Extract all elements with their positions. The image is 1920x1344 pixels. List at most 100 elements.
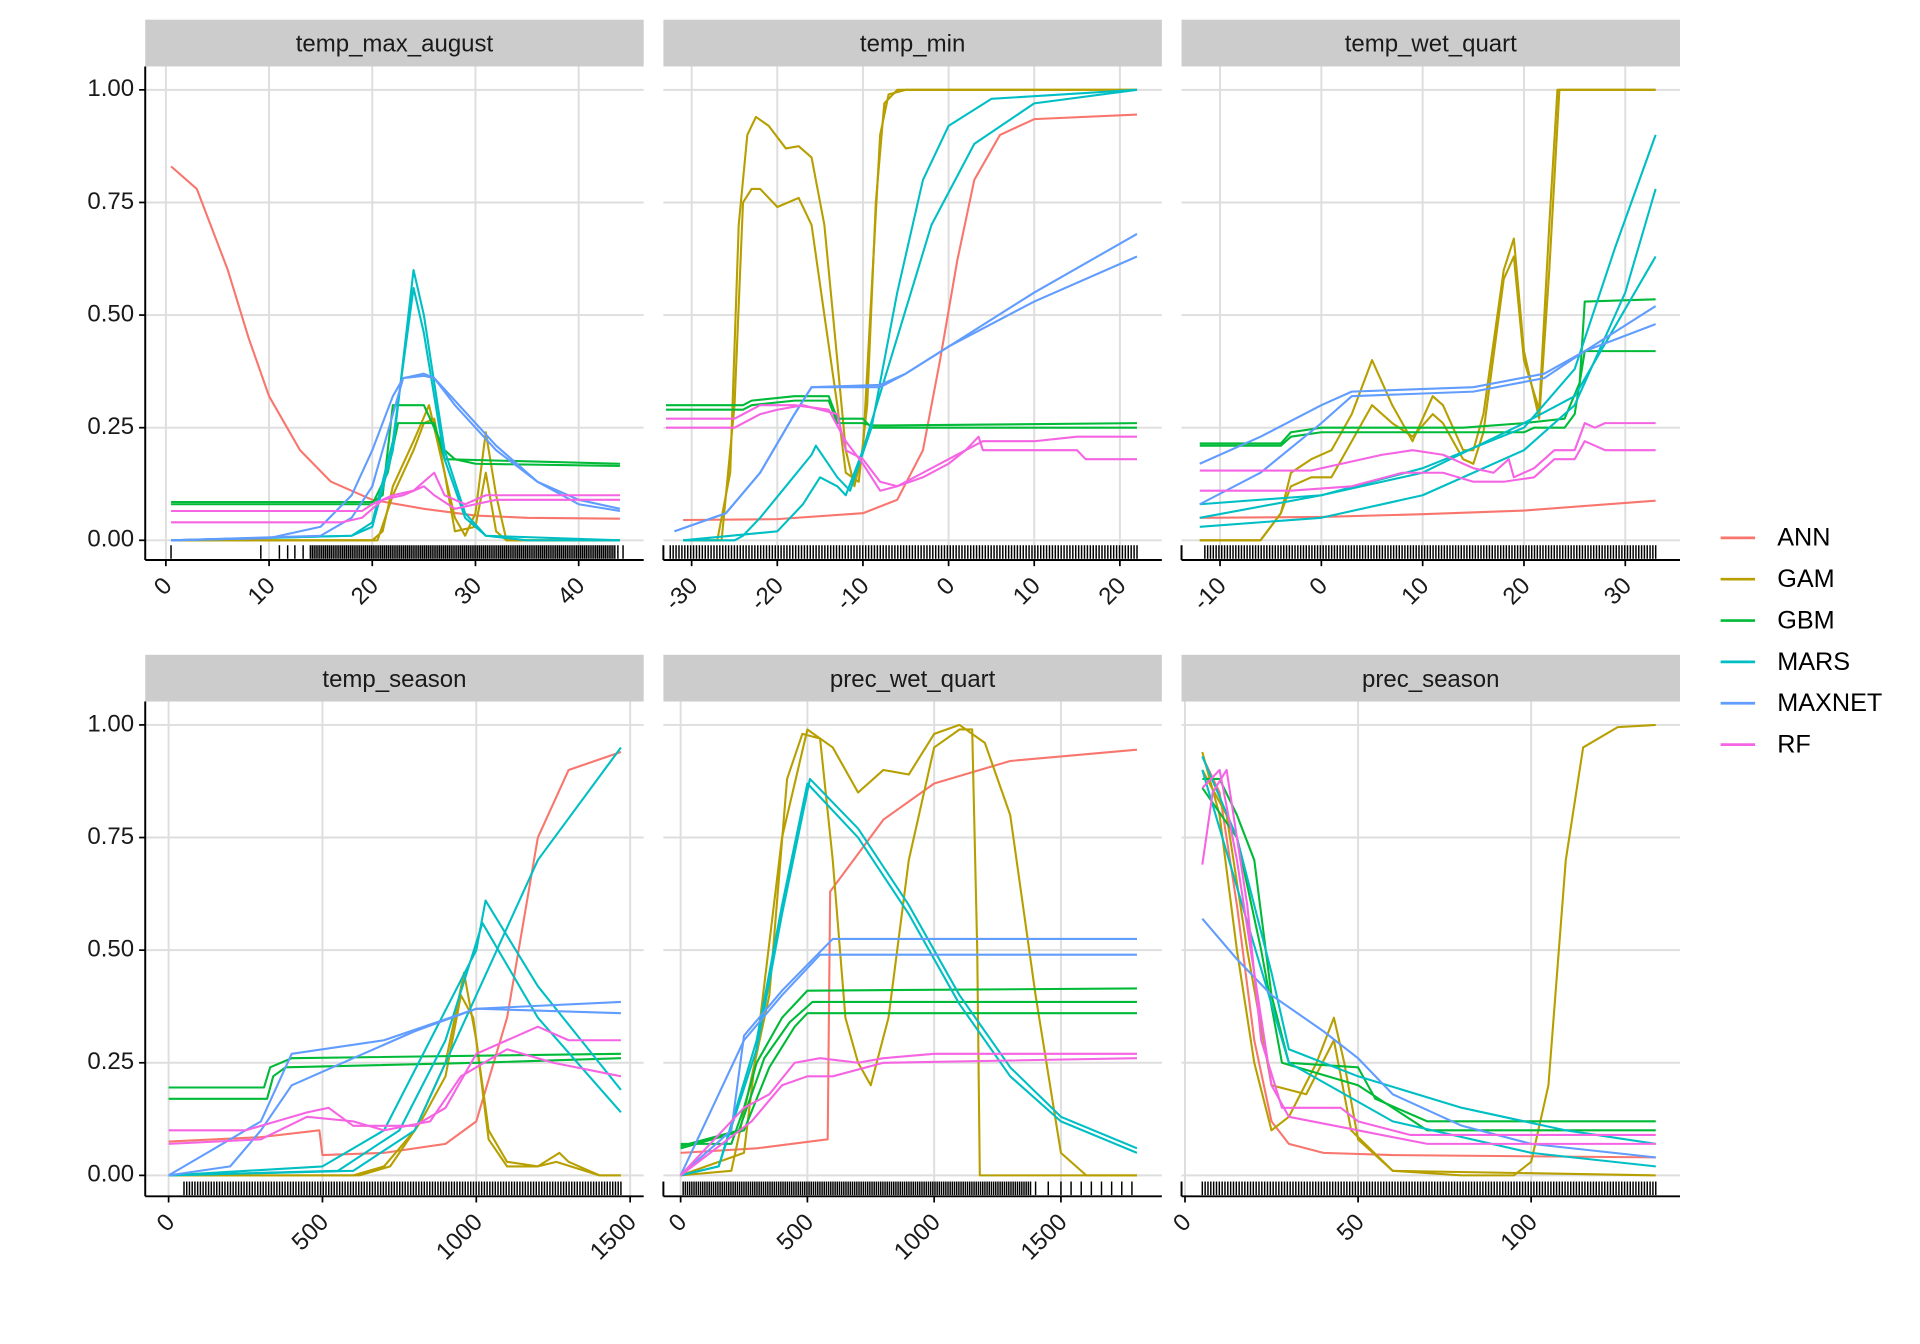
facet-title: prec_season: [1362, 666, 1499, 693]
curve-mars: [682, 88, 1138, 542]
curve-maxnet: [674, 255, 1138, 533]
x-tick-label: 40: [552, 572, 590, 610]
facet-title: temp_season: [322, 666, 466, 693]
facet-strip: [1181, 654, 1680, 702]
curve-gam: [683, 88, 1137, 542]
curve-mars: [168, 922, 622, 1177]
curve-gbm: [1199, 350, 1656, 447]
curve-gbm: [665, 395, 1137, 429]
panel-prec_wet_quart: prec_wet_quart 0 500 1000 1500: [662, 654, 1162, 1266]
legend: ANN GAM GBM MARS MAXNET RF: [1720, 524, 1882, 759]
curve-rf: [168, 1025, 621, 1132]
rug: [669, 545, 1138, 559]
curve-maxnet: [171, 374, 621, 542]
curve-mars: [1199, 255, 1657, 506]
curve-gam: [680, 728, 1137, 1177]
curve-gbm: [1202, 777, 1656, 1123]
curve-ann: [168, 751, 622, 1157]
curve-ann: [170, 165, 620, 520]
facet-strip: [663, 19, 1162, 67]
y-tick-label: 0.75: [87, 188, 134, 215]
facet-title: prec_wet_quart: [830, 666, 996, 693]
curve-gbm: [1199, 298, 1656, 445]
x-tick-label: -20: [745, 572, 789, 616]
legend-label: RF: [1777, 731, 1811, 759]
curve-maxnet: [679, 953, 1137, 1176]
facet-title: temp_min: [860, 31, 965, 58]
curve-maxnet: [679, 937, 1137, 1177]
x-tick-label: 20: [346, 572, 384, 610]
x-tick-label: 1000: [889, 1209, 946, 1266]
rug: [682, 1181, 1133, 1196]
panel-temp_season: temp_season 0.00 0.25 0.50 0.75 1.00 0 500 1000 1…: [87, 654, 644, 1266]
facet-strip: [1181, 19, 1680, 67]
legend-item-rf: RF: [1720, 731, 1811, 759]
legend-item-mars: MARS: [1720, 648, 1850, 676]
x-tick-label: 0: [149, 572, 178, 601]
curve-gam: [1199, 88, 1656, 542]
curve-ann: [1201, 755, 1656, 1159]
y-tick-label: 0.25: [87, 413, 134, 440]
legend-label: MARS: [1777, 648, 1850, 676]
curve-ann: [680, 748, 1138, 1154]
x-tick-label: 20: [1094, 572, 1132, 610]
x-tick-label: 20: [1498, 572, 1536, 610]
curve-gam: [168, 971, 621, 1177]
curve-mars: [1199, 134, 1657, 519]
rug: [1201, 1181, 1657, 1196]
curve-gam: [1201, 723, 1656, 1177]
curve-mars: [680, 777, 1138, 1177]
rug: [1204, 545, 1657, 559]
panel-prec_season: prec_season 0 50 100: [1168, 654, 1680, 1256]
x-tick-label: 0: [1304, 572, 1333, 601]
x-tick-label: 0: [664, 1209, 693, 1238]
y-tick-label: 0.50: [87, 300, 134, 327]
curve-mars: [1199, 188, 1657, 528]
x-tick-label: 10: [243, 572, 281, 610]
curve-rf: [665, 404, 1137, 492]
x-tick-label: 10: [1396, 572, 1434, 610]
x-tick-label: 1500: [1016, 1209, 1073, 1266]
curve-mars: [680, 782, 1138, 1177]
facet-panels: temp_max_august 0.00 0.25 0.50 0.75 1.00 0 10 20…: [87, 19, 1680, 1266]
facet-strip: [145, 19, 644, 67]
curve-mars: [683, 88, 1138, 542]
x-tick-label: 50: [1332, 1209, 1370, 1247]
y-tick-label: 0.50: [87, 935, 134, 962]
y-tick-label: 1.00: [87, 710, 134, 737]
legend-label: GAM: [1777, 565, 1834, 593]
y-tick-label: 0.25: [87, 1048, 134, 1075]
x-tick-label: 30: [1599, 572, 1637, 610]
x-tick-label: 0: [1168, 1209, 1197, 1238]
curve-maxnet: [1199, 323, 1657, 506]
curve-rf: [171, 485, 620, 524]
curve-rf: [171, 471, 620, 513]
curve-gbm: [168, 1057, 621, 1100]
x-tick-label: 0: [152, 1209, 181, 1238]
legend-label: GBM: [1777, 606, 1834, 634]
curve-rf: [1199, 440, 1656, 492]
curve-maxnet: [674, 233, 1138, 533]
curve-rf: [1201, 768, 1656, 1136]
curve-gam: [1201, 769, 1656, 1177]
curve-rf: [168, 1048, 622, 1145]
curve-rf: [1199, 422, 1656, 479]
legend-item-gam: GAM: [1720, 565, 1835, 593]
x-tick-label: 500: [772, 1209, 819, 1256]
curve-gam: [168, 994, 621, 1177]
curve-maxnet: [168, 1000, 621, 1177]
curve-maxnet: [171, 372, 621, 542]
curve-ann: [683, 113, 1138, 522]
facet-strip: [145, 654, 644, 702]
y-tick-label: 0.00: [87, 526, 134, 553]
facet-strip: [663, 654, 1162, 702]
y-tick-label: 0.75: [87, 823, 134, 850]
legend-item-maxnet: MAXNET: [1720, 689, 1882, 717]
x-tick-label: 1000: [431, 1209, 488, 1266]
x-tick-label: 500: [287, 1209, 334, 1256]
legend-item-ann: ANN: [1720, 524, 1830, 552]
panel-temp_wet_quart: temp_wet_quart -10 0 10 20 30: [1180, 19, 1680, 616]
curve-mars: [171, 268, 620, 542]
curve-mars: [1201, 769, 1656, 1168]
